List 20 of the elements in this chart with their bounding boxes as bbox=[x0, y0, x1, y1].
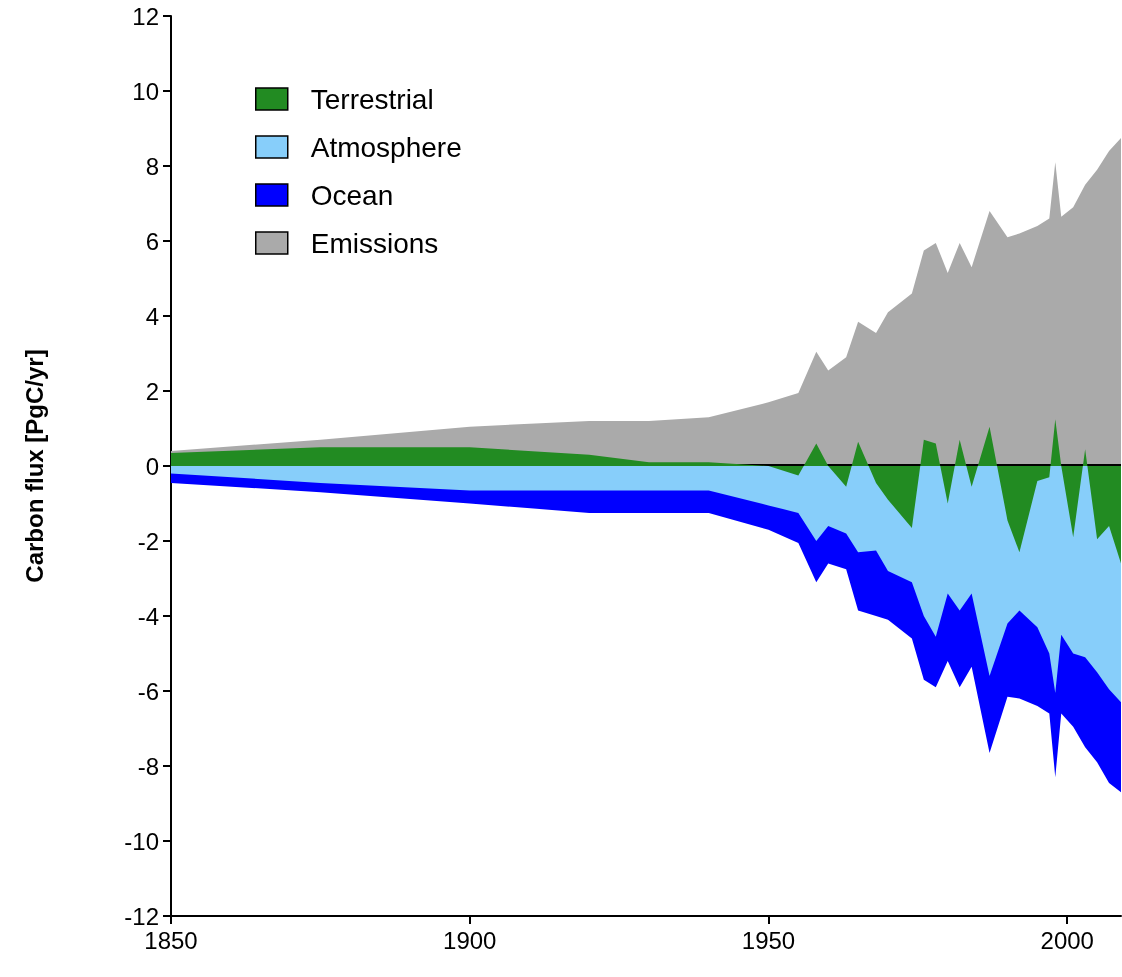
y-tick-label: 2 bbox=[145, 377, 159, 405]
y-tick-label: -4 bbox=[137, 602, 159, 630]
x-tick-label: 1950 bbox=[741, 926, 796, 954]
legend-label: Atmosphere bbox=[310, 131, 462, 163]
legend-label: Ocean bbox=[310, 179, 394, 211]
y-tick-label: -8 bbox=[137, 752, 159, 780]
y-tick-label: 12 bbox=[132, 2, 159, 30]
y-tick-label: 10 bbox=[132, 77, 159, 105]
legend-label: Emissions bbox=[310, 227, 439, 259]
y-tick-label: -10 bbox=[124, 827, 159, 855]
y-tick-label: 4 bbox=[145, 302, 159, 330]
x-tick-label: 2000 bbox=[1040, 926, 1094, 954]
legend-label: Terrestrial bbox=[310, 83, 434, 115]
y-tick-label: 6 bbox=[145, 227, 159, 255]
x-tick-label: 1900 bbox=[443, 926, 497, 954]
y-tick-label: 8 bbox=[145, 152, 159, 180]
y-tick-label: -6 bbox=[137, 677, 159, 705]
y-tick-label: 0 bbox=[145, 452, 159, 480]
y-tick-label: -2 bbox=[137, 527, 159, 555]
y-axis-title: Carbon flux [PgC/yr] bbox=[20, 349, 48, 583]
